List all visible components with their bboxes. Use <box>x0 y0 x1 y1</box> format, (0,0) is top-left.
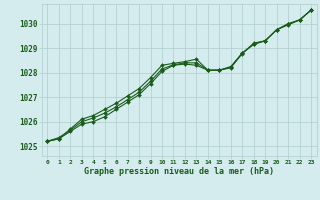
X-axis label: Graphe pression niveau de la mer (hPa): Graphe pression niveau de la mer (hPa) <box>84 167 274 176</box>
